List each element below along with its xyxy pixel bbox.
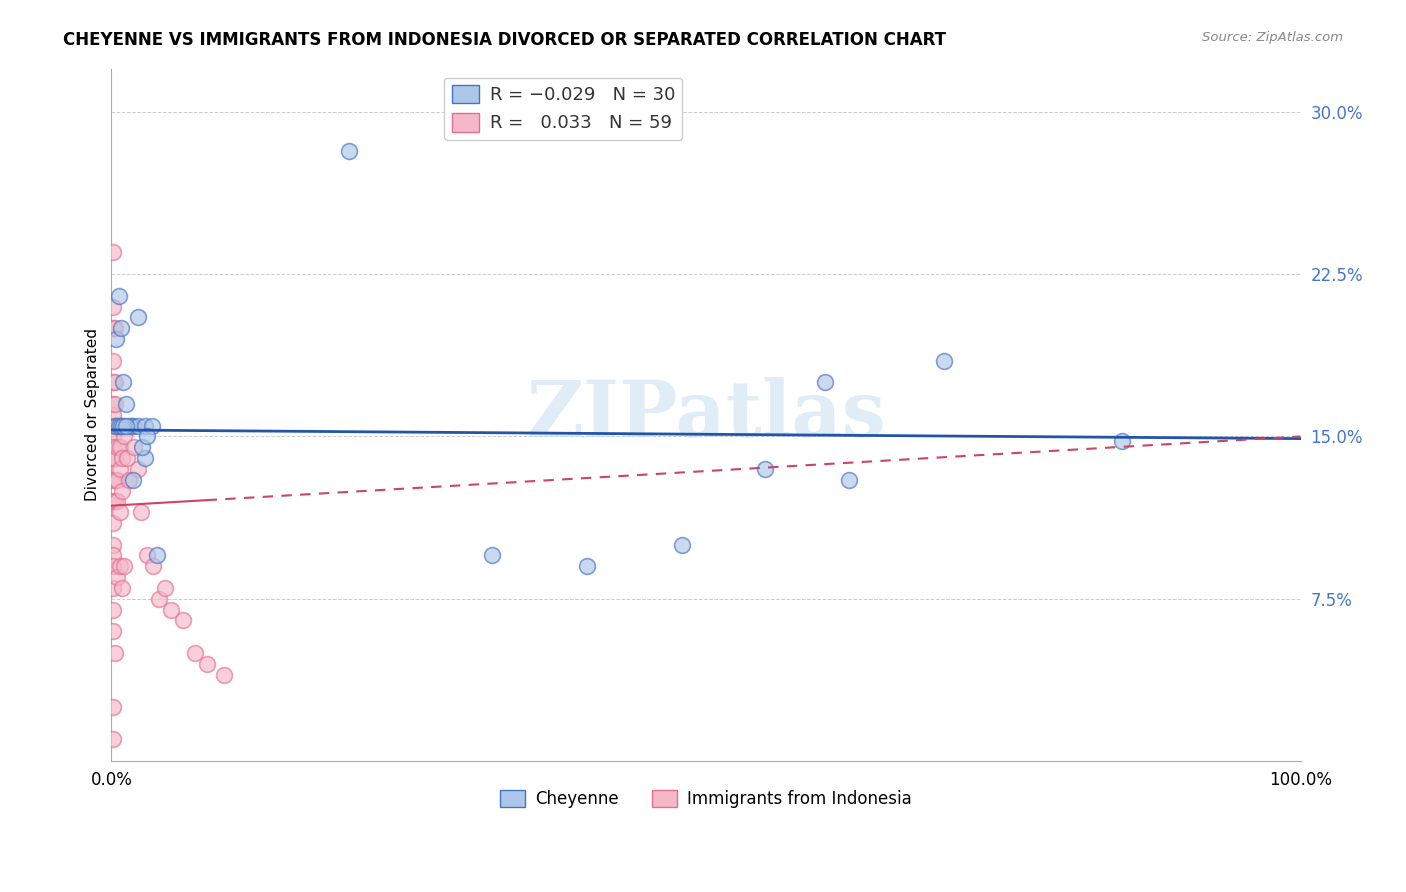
Point xyxy=(108,559,131,574)
Point xyxy=(101,516,124,530)
Point xyxy=(148,591,170,606)
Point xyxy=(104,418,127,433)
Point xyxy=(105,332,128,346)
Point xyxy=(104,473,127,487)
Point xyxy=(101,451,124,466)
Point xyxy=(134,451,156,466)
Point xyxy=(160,602,183,616)
Point xyxy=(112,376,135,390)
Point xyxy=(576,559,599,574)
Point xyxy=(101,418,124,433)
Point xyxy=(101,440,124,454)
Point xyxy=(105,570,128,584)
Point xyxy=(101,559,124,574)
Point xyxy=(107,418,129,433)
Legend: Cheyenne, Immigrants from Indonesia: Cheyenne, Immigrants from Indonesia xyxy=(494,783,918,815)
Point xyxy=(121,473,143,487)
Point xyxy=(111,451,134,466)
Point xyxy=(114,559,136,574)
Point xyxy=(101,549,124,563)
Point xyxy=(105,418,128,433)
Point xyxy=(105,473,128,487)
Point xyxy=(107,289,129,303)
Point xyxy=(129,505,152,519)
Point xyxy=(127,418,149,433)
Point xyxy=(122,440,145,454)
Point xyxy=(111,483,134,498)
Point xyxy=(195,657,218,671)
Point xyxy=(104,321,127,335)
Y-axis label: Divorced or Separated: Divorced or Separated xyxy=(86,328,100,501)
Point xyxy=(118,473,141,487)
Point xyxy=(172,614,194,628)
Point xyxy=(104,397,127,411)
Point xyxy=(101,376,124,390)
Point xyxy=(671,538,693,552)
Point xyxy=(101,538,124,552)
Point xyxy=(136,429,159,443)
Point xyxy=(112,418,135,433)
Point xyxy=(337,144,360,158)
Point xyxy=(142,559,165,574)
Point xyxy=(101,429,124,443)
Point xyxy=(104,451,127,466)
Point xyxy=(101,494,124,508)
Point xyxy=(101,245,124,260)
Point xyxy=(754,462,776,476)
Point xyxy=(108,505,131,519)
Point xyxy=(101,602,124,616)
Point xyxy=(108,440,131,454)
Point xyxy=(114,397,136,411)
Point xyxy=(481,549,503,563)
Point xyxy=(101,408,124,422)
Point xyxy=(114,429,136,443)
Point xyxy=(131,440,153,454)
Point xyxy=(932,353,955,368)
Point xyxy=(104,376,127,390)
Point xyxy=(127,462,149,476)
Point xyxy=(110,418,132,433)
Point xyxy=(101,353,124,368)
Point xyxy=(115,451,138,466)
Point xyxy=(104,646,127,660)
Point xyxy=(838,473,860,487)
Text: ZIPatlas: ZIPatlas xyxy=(526,376,886,453)
Point xyxy=(101,397,124,411)
Point xyxy=(110,321,132,335)
Point xyxy=(101,700,124,714)
Point xyxy=(101,624,124,639)
Point xyxy=(141,418,163,433)
Point xyxy=(134,418,156,433)
Point xyxy=(127,310,149,325)
Point xyxy=(214,667,236,681)
Point xyxy=(136,549,159,563)
Point xyxy=(101,300,124,314)
Point xyxy=(183,646,205,660)
Point xyxy=(145,549,167,563)
Point xyxy=(101,473,124,487)
Point xyxy=(121,418,143,433)
Point xyxy=(114,418,136,433)
Point xyxy=(814,376,837,390)
Point xyxy=(101,321,124,335)
Point xyxy=(105,418,128,433)
Text: CHEYENNE VS IMMIGRANTS FROM INDONESIA DIVORCED OR SEPARATED CORRELATION CHART: CHEYENNE VS IMMIGRANTS FROM INDONESIA DI… xyxy=(63,31,946,49)
Point xyxy=(1111,434,1133,448)
Point xyxy=(101,732,124,747)
Point xyxy=(120,418,142,433)
Point xyxy=(104,494,127,508)
Point xyxy=(105,494,128,508)
Point xyxy=(121,418,143,433)
Text: Source: ZipAtlas.com: Source: ZipAtlas.com xyxy=(1202,31,1343,45)
Point xyxy=(105,440,128,454)
Point xyxy=(108,462,131,476)
Point xyxy=(101,581,124,595)
Point xyxy=(153,581,176,595)
Point xyxy=(111,581,134,595)
